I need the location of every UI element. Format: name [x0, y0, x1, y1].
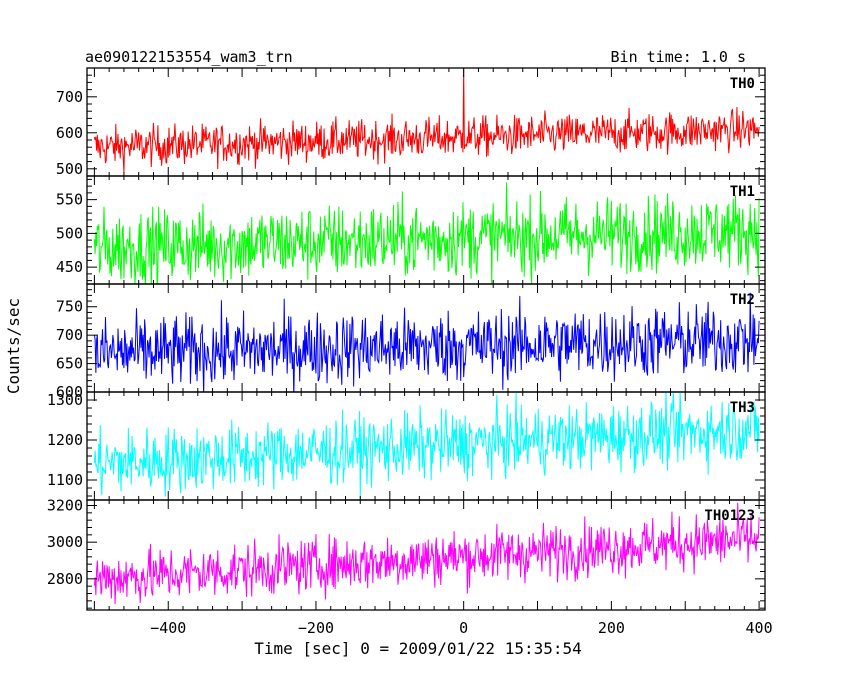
channel-label-th2: TH2 — [730, 292, 755, 308]
y-tick-label: 750 — [56, 298, 83, 316]
y-tick-label: 550 — [56, 191, 83, 209]
y-tick-label: 500 — [56, 160, 83, 178]
y-tick-label: 1200 — [47, 431, 83, 449]
y-tick-label: 3000 — [47, 533, 83, 551]
channel-label-th1: TH1 — [730, 184, 755, 200]
y-tick-label: 1300 — [47, 391, 83, 409]
series-line-th0 — [93, 68, 760, 173]
y-tick-label: 700 — [56, 88, 83, 106]
panels-group: 500 600 700 TH0 450 500 550 TH1 600 650 700 750 TH2 1… — [47, 67, 773, 637]
channel-label-th3: TH3 — [730, 400, 755, 416]
series-line-th2 — [93, 292, 760, 392]
series-line-th3 — [93, 392, 760, 500]
x-tick-label: −200 — [298, 619, 334, 637]
bin-time-label: Bin time: 1.0 s — [611, 48, 746, 66]
series-line-th0123 — [93, 502, 760, 604]
x-tick-label: −400 — [150, 619, 186, 637]
y-tick-label: 2800 — [47, 570, 83, 588]
y-tick-label: 450 — [56, 258, 83, 276]
y-tick-label: 3200 — [47, 497, 83, 515]
y-tick-label: 700 — [56, 326, 83, 344]
y-tick-label: 600 — [56, 383, 83, 401]
y-tick-label: 600 — [56, 124, 83, 142]
x-tick-label: 400 — [746, 619, 773, 637]
x-tick-label: 200 — [598, 619, 625, 637]
y-tick-label: 500 — [56, 224, 83, 242]
y-tick-label: 1100 — [47, 471, 83, 489]
series-line-th1 — [93, 182, 760, 284]
y-tick-label: 650 — [56, 355, 83, 373]
x-axis-label: Time [sec] 0 = 2009/01/22 15:35:54 — [254, 639, 582, 658]
channel-label-th0123: TH0123 — [704, 508, 755, 524]
channel-label-th0: TH0 — [730, 76, 755, 92]
chart-title: ae090122153554_wam3_trn — [85, 48, 293, 66]
y-axis-label: Counts/sec — [4, 298, 23, 394]
x-tick-label: 0 — [459, 619, 468, 637]
panel-frame-th0123 — [86, 499, 766, 611]
